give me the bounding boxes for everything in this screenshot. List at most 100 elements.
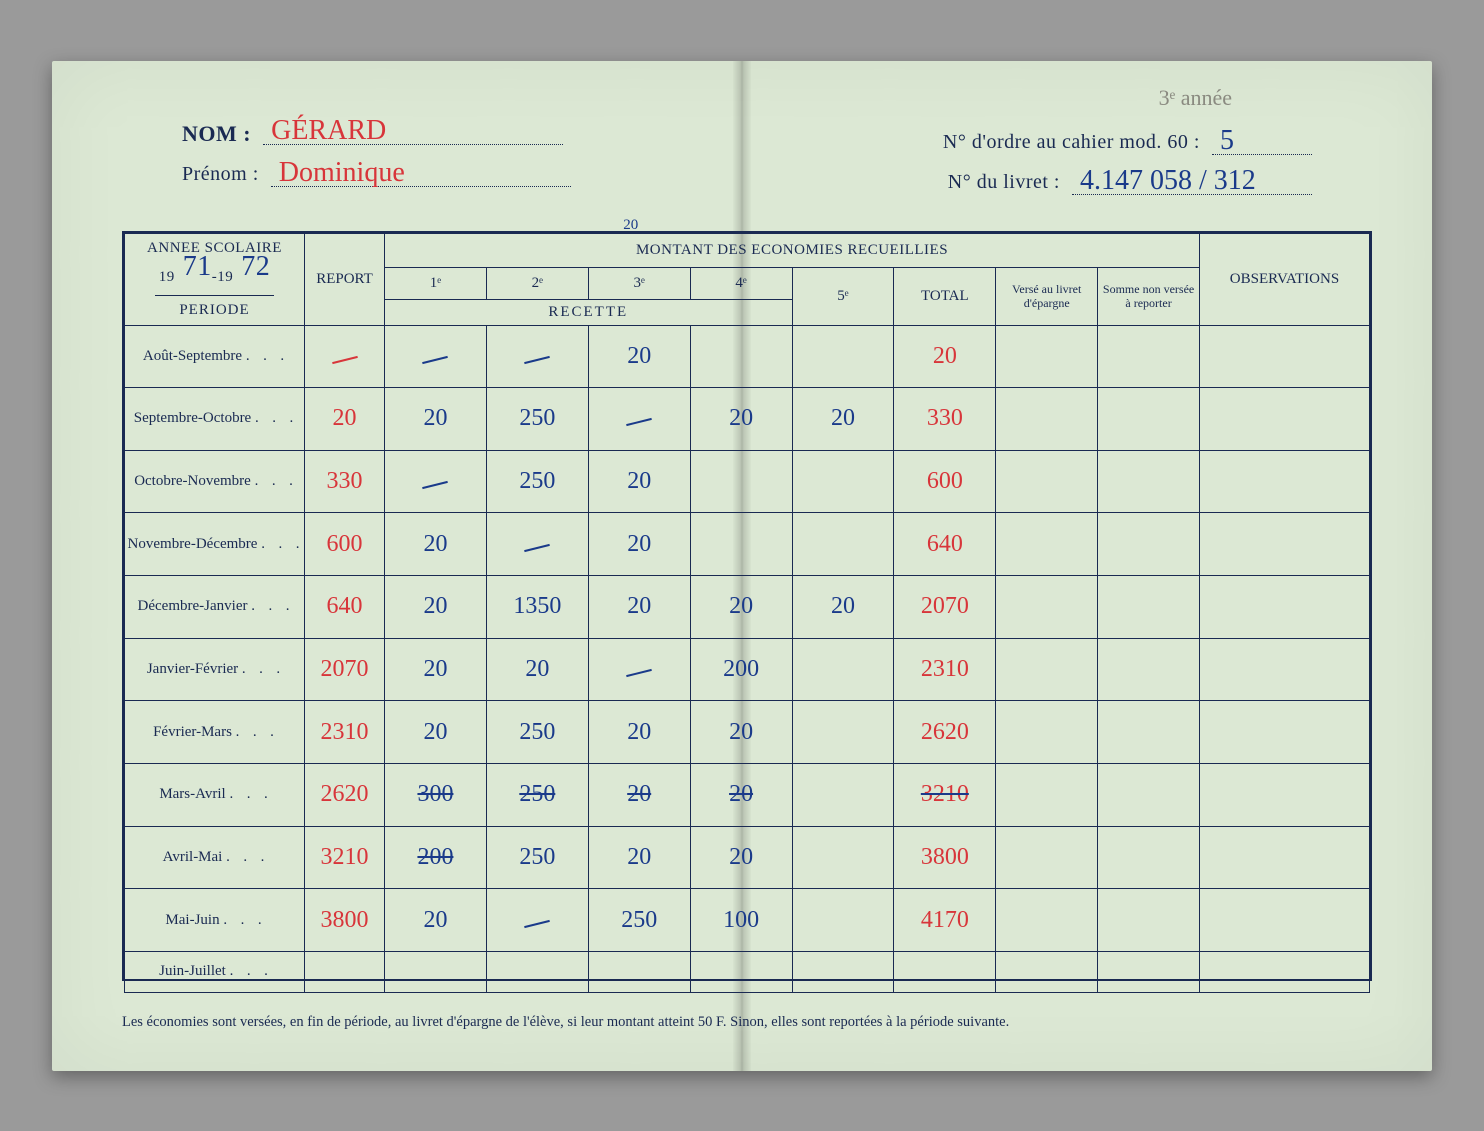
report-cell bbox=[305, 325, 385, 388]
r3-cell bbox=[588, 388, 690, 451]
obs-cell bbox=[1200, 701, 1370, 764]
verse-cell bbox=[996, 513, 1098, 576]
total-cell: 4170 bbox=[894, 889, 996, 952]
somme-cell bbox=[1098, 450, 1200, 513]
obs-cell bbox=[1200, 638, 1370, 701]
col-somme: Somme non versée à reporter bbox=[1098, 267, 1200, 325]
ledger-head: ANNEE SCOLAIRE 1971-1972 PERIODE REPORT … bbox=[125, 233, 1370, 325]
somme-cell bbox=[1098, 513, 1200, 576]
total-cell: 20 bbox=[894, 325, 996, 388]
report-cell: 3210 bbox=[305, 826, 385, 889]
nom-value: GÉRARD bbox=[263, 115, 386, 146]
obs-cell bbox=[1200, 576, 1370, 639]
livret-label: N° du livret : bbox=[948, 171, 1060, 195]
r2-cell: 1350 bbox=[486, 576, 588, 639]
total-cell: 600 bbox=[894, 450, 996, 513]
r1-cell bbox=[385, 325, 487, 388]
r2-cell bbox=[486, 325, 588, 388]
report-cell: 2310 bbox=[305, 701, 385, 764]
col-report: REPORT bbox=[305, 233, 385, 325]
col-r2: 2ᵉ bbox=[486, 267, 588, 299]
col-montant: MONTANT DES ECONOMIES RECUEILLIES bbox=[385, 233, 1200, 267]
nom-line: GÉRARD bbox=[263, 121, 563, 145]
r4-cell bbox=[690, 513, 792, 576]
table-row: Novembre-Décembre . . .6002020640 bbox=[125, 513, 1370, 576]
period-cell: Décembre-Janvier . . . bbox=[125, 576, 305, 639]
col-r5: 5ᵉ bbox=[792, 267, 894, 325]
livret-value: 4.147 058 / 312 bbox=[1072, 165, 1256, 196]
r1-cell: 20 bbox=[385, 638, 487, 701]
period-cell: Août-Septembre . . . bbox=[125, 325, 305, 388]
obs-cell bbox=[1200, 513, 1370, 576]
somme-cell bbox=[1098, 764, 1200, 827]
table-row: Juin-Juillet . . . bbox=[125, 952, 1370, 992]
period-cell: Septembre-Octobre . . . bbox=[125, 388, 305, 451]
obs-cell bbox=[1200, 889, 1370, 952]
col-periode: ANNEE SCOLAIRE 1971-1972 PERIODE bbox=[125, 233, 305, 325]
table-row: Décembre-Janvier . . .640201350202020207… bbox=[125, 576, 1370, 639]
obs-cell bbox=[1200, 388, 1370, 451]
r1-cell bbox=[385, 450, 487, 513]
prenom-line: Dominique bbox=[271, 163, 571, 187]
r4-cell: 100 bbox=[690, 889, 792, 952]
r1-cell: 20 bbox=[385, 388, 487, 451]
ledger-frame: ANNEE SCOLAIRE 1971-1972 PERIODE REPORT … bbox=[122, 231, 1372, 981]
period-cell: Mars-Avril . . . bbox=[125, 764, 305, 827]
ordre-label: N° d'ordre au cahier mod. 60 : bbox=[943, 131, 1200, 155]
total-cell: 330 bbox=[894, 388, 996, 451]
total-cell: 3210 bbox=[894, 764, 996, 827]
col-r4: 4ᵉ bbox=[690, 267, 792, 299]
obs-cell bbox=[1200, 450, 1370, 513]
r1-cell: 20 bbox=[385, 576, 487, 639]
r3-cell: 20 bbox=[588, 764, 690, 827]
total-cell: 3800 bbox=[894, 826, 996, 889]
total-cell: 2620 bbox=[894, 701, 996, 764]
r1-cell: 200 bbox=[385, 826, 487, 889]
somme-cell bbox=[1098, 638, 1200, 701]
table-row: Mai-Juin . . .3800202501004170 bbox=[125, 889, 1370, 952]
verse-cell bbox=[996, 638, 1098, 701]
r3-cell: 2020 bbox=[588, 826, 690, 889]
r5-cell bbox=[792, 325, 894, 388]
somme-cell bbox=[1098, 826, 1200, 889]
somme-cell bbox=[1098, 952, 1200, 992]
field-nom: NOM : GÉRARD bbox=[182, 121, 563, 147]
r5-cell bbox=[792, 513, 894, 576]
r2-cell: 250 bbox=[486, 450, 588, 513]
period-cell: Octobre-Novembre . . . bbox=[125, 450, 305, 513]
r5-cell bbox=[792, 450, 894, 513]
verse-cell bbox=[996, 325, 1098, 388]
r1-cell bbox=[385, 952, 487, 992]
year-fill-2: 72 bbox=[233, 251, 270, 283]
pencil-annotation: 3ᵉ année bbox=[1151, 91, 1232, 117]
periode-label: PERIODE bbox=[129, 302, 300, 319]
report-cell: 330 bbox=[305, 450, 385, 513]
r5-cell bbox=[792, 952, 894, 992]
r1-cell: 20 bbox=[385, 513, 487, 576]
total-cell: 2310 bbox=[894, 638, 996, 701]
report-cell: 2620 bbox=[305, 764, 385, 827]
r2-cell: 250 bbox=[486, 388, 588, 451]
r4-cell bbox=[690, 325, 792, 388]
ordre-line: 5 bbox=[1212, 131, 1312, 155]
r4-cell: 20 bbox=[690, 701, 792, 764]
table-row: Mars-Avril . . .262030025020203210 bbox=[125, 764, 1370, 827]
r3-cell bbox=[588, 638, 690, 701]
r4-cell bbox=[690, 450, 792, 513]
ledger-table: ANNEE SCOLAIRE 1971-1972 PERIODE REPORT … bbox=[124, 233, 1370, 993]
table-row: Janvier-Février . . .207020202002310 bbox=[125, 638, 1370, 701]
col-observations: OBSERVATIONS bbox=[1200, 233, 1370, 325]
table-row: Août-Septembre . . .2020 bbox=[125, 325, 1370, 388]
verse-cell bbox=[996, 576, 1098, 639]
r5-cell bbox=[792, 826, 894, 889]
prenom-label: Prénom : bbox=[182, 163, 259, 187]
r3-cell: 20 bbox=[588, 450, 690, 513]
period-cell: Avril-Mai . . . bbox=[125, 826, 305, 889]
obs-cell bbox=[1200, 325, 1370, 388]
r4-cell: 20 bbox=[690, 826, 792, 889]
col-verse: Versé au livret d'épargne bbox=[996, 267, 1098, 325]
r2-cell: 250 bbox=[486, 764, 588, 827]
r3-cell bbox=[588, 952, 690, 992]
report-cell: 20 bbox=[305, 388, 385, 451]
period-cell: Janvier-Février . . . bbox=[125, 638, 305, 701]
